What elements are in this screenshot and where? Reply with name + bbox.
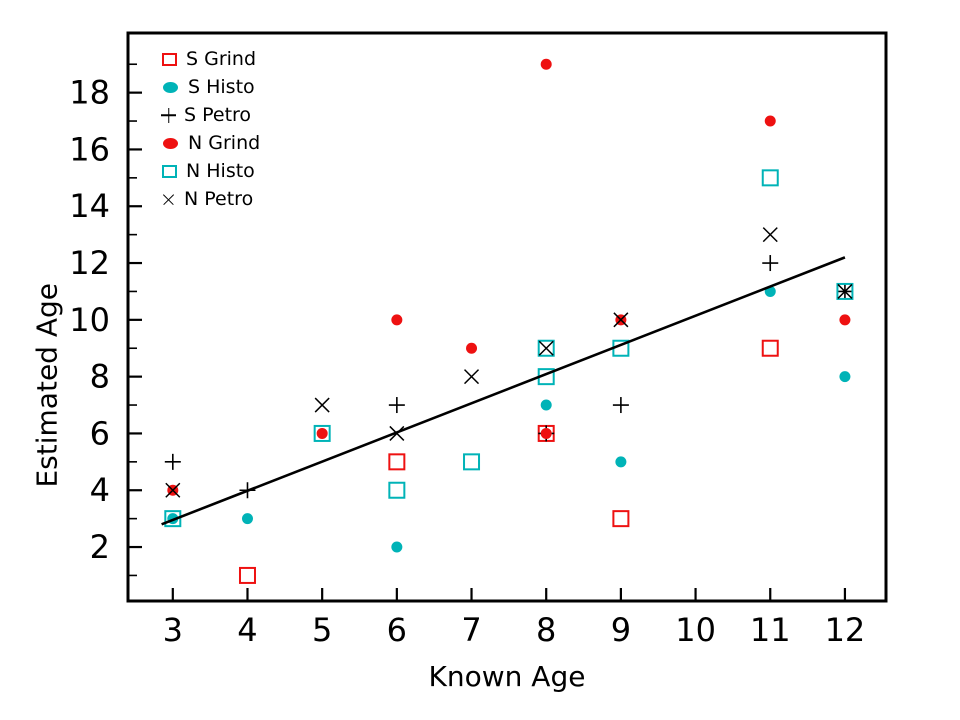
point-s-grind [238,566,256,584]
legend-item-s-grind: S Grind [161,45,260,73]
point-n-grind [391,314,403,326]
legend-item-s-petro: S Petro [161,101,260,129]
point-s-grind [388,453,406,471]
open-square-marker-icon [162,52,177,66]
point-n-petro [538,340,554,356]
x-tick-label-11: 11 [750,611,791,649]
x-tick-label-6: 6 [387,611,407,649]
y-tick-label-2: 2 [90,528,110,566]
point-n-histo [164,510,182,528]
legend-item-n-grind: N Grind [161,129,260,157]
y-axis-title-text: Estimated Age [30,282,63,488]
point-n-grind [540,427,552,439]
y-tick-label-10: 10 [69,301,110,339]
x-tick-label-3: 3 [163,611,183,649]
y-tick-label-4: 4 [90,471,110,509]
point-s-histo [839,371,851,383]
point-n-petro [762,227,778,243]
point-n-grind [540,58,552,70]
y-tick-label-18: 18 [69,74,110,112]
x-axis-title: Known Age [428,660,586,693]
y-tick-label-6: 6 [90,414,110,452]
point-n-histo [463,453,481,471]
x-tick-label-10: 10 [675,611,716,649]
y-tick-label-8: 8 [90,358,110,396]
legend-item-n-petro: N Petro [161,185,260,213]
legend-label: S Grind [186,47,257,70]
legend: S Grind S Histo S Petro N Grind N Histo … [161,45,260,213]
x-tick-label-9: 9 [611,611,631,649]
point-s-histo [615,456,627,468]
point-n-petro [463,369,480,385]
x-tick-label-4: 4 [237,611,257,649]
point-n-histo [313,424,331,442]
legend-label: N Histo [186,159,255,182]
plot-frame [126,31,888,603]
fit-line [161,256,846,526]
legend-label: S Histo [188,75,255,98]
x-tick-label-5: 5 [312,611,332,649]
point-n-petro [837,283,853,299]
legend-item-s-histo: S Histo [161,73,260,101]
legend-item-n-histo: N Histo [161,157,260,185]
point-s-grind [612,510,630,528]
filled-circle-marker-icon [163,137,178,149]
point-n-grind [764,115,776,127]
filled-circle-marker-icon [163,81,178,93]
point-s-histo [241,513,253,525]
point-s-histo [540,399,552,411]
point-n-histo [537,339,555,357]
legend-label: S Petro [184,103,252,126]
x-marker-icon [158,189,178,209]
point-n-grind [839,314,851,326]
point-n-histo [836,282,854,300]
point-n-grind [316,427,328,439]
point-n-petro [314,397,330,413]
legend-label: N Petro [184,187,254,210]
y-tick-label-16: 16 [69,130,110,168]
x-tick-label-7: 7 [461,611,481,649]
open-square-marker-icon [162,164,177,178]
y-tick-label-12: 12 [69,244,110,282]
point-n-grind [466,342,478,354]
point-n-petro [165,482,181,498]
x-tick-label-8: 8 [536,611,556,649]
point-n-histo [388,481,406,499]
point-n-histo [761,169,779,187]
point-s-histo [391,541,403,553]
point-n-petro [613,312,629,328]
x-tick-label-12: 12 [825,611,866,649]
plus-marker-icon [161,108,176,123]
legend-label: N Grind [188,131,261,154]
point-s-grind [761,339,779,357]
y-tick-label-14: 14 [69,187,110,225]
